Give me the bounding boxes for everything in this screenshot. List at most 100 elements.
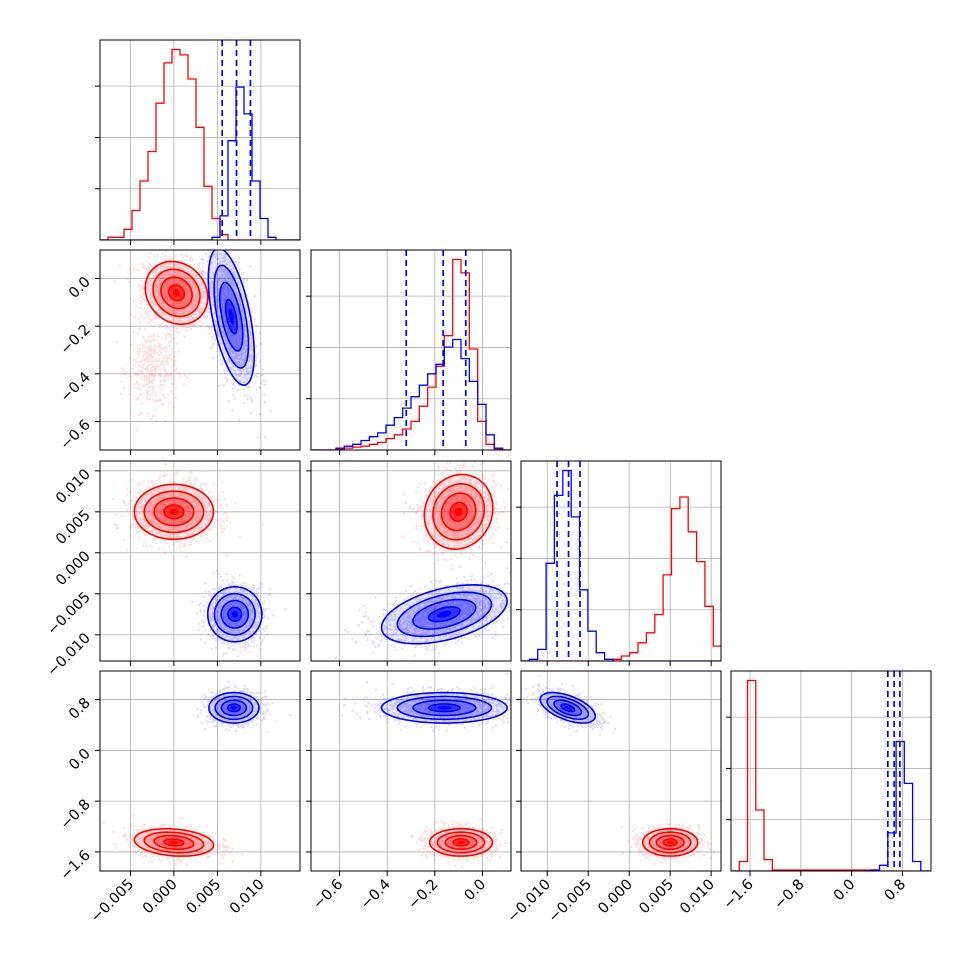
sample-point — [231, 648, 235, 651]
sample-point — [133, 315, 136, 318]
sample-point — [194, 516, 197, 520]
sample-point — [236, 315, 239, 318]
sample-point — [193, 298, 196, 301]
sample-point — [195, 293, 198, 296]
sample-point — [192, 518, 195, 522]
sample-point — [139, 302, 142, 305]
sample-point — [164, 335, 167, 338]
sample-point — [238, 642, 241, 645]
sample-point — [243, 358, 246, 361]
sample-point — [178, 375, 181, 378]
sample-point — [230, 298, 233, 301]
sample-point — [188, 507, 191, 510]
sample-point — [184, 288, 187, 291]
sample-point — [239, 370, 243, 373]
sample-point — [144, 311, 147, 314]
sample-point — [215, 510, 218, 513]
sample-point — [204, 641, 207, 644]
sample-point — [262, 596, 265, 599]
sample-point — [143, 359, 146, 362]
histogram-blue — [521, 469, 721, 661]
sample-point — [115, 527, 118, 530]
sample-point — [147, 510, 150, 514]
sample-point — [158, 299, 161, 302]
sample-point — [162, 495, 165, 498]
sample-point — [176, 540, 179, 544]
sample-point — [212, 344, 215, 347]
sample-point — [193, 482, 197, 485]
sample-point — [244, 307, 247, 310]
sample-point — [158, 307, 161, 311]
sample-point — [165, 283, 169, 286]
sample-point — [168, 344, 171, 347]
sample-point — [132, 363, 135, 366]
sample-point — [217, 315, 221, 318]
sample-point — [153, 366, 156, 369]
sample-point — [238, 574, 241, 577]
sample-point — [242, 324, 245, 327]
sample-point — [158, 499, 161, 502]
sample-point — [175, 281, 178, 284]
sample-point — [129, 268, 132, 271]
sample-point — [203, 290, 206, 293]
sample-point — [184, 302, 187, 305]
sample-point — [140, 371, 143, 374]
sample-point — [172, 501, 175, 504]
sample-point — [231, 256, 234, 260]
sample-point — [187, 298, 190, 301]
sample-point — [177, 273, 180, 276]
sample-point — [147, 283, 150, 286]
sample-point — [245, 377, 248, 380]
sample-point — [228, 361, 231, 364]
sample-point — [213, 483, 216, 486]
sample-point — [236, 310, 239, 313]
sample-point — [217, 384, 220, 387]
sample-point — [164, 276, 167, 279]
sample-point — [195, 516, 198, 519]
sample-point — [180, 274, 183, 277]
sample-point — [224, 279, 227, 282]
sample-point — [140, 506, 143, 509]
sample-point — [217, 317, 220, 320]
sample-point — [148, 321, 151, 324]
sample-point — [139, 482, 142, 485]
sample-point — [246, 367, 249, 370]
sample-point — [159, 494, 162, 497]
sample-point — [172, 302, 175, 305]
sample-point — [217, 330, 220, 334]
sample-point — [188, 306, 191, 309]
sample-point — [183, 518, 186, 521]
sample-point — [189, 481, 192, 484]
sample-point — [144, 368, 147, 371]
sample-point — [173, 311, 176, 314]
sample-point — [140, 412, 143, 415]
sample-point — [194, 312, 197, 315]
sample-point — [238, 298, 241, 301]
sample-point — [172, 501, 175, 504]
sample-point — [184, 287, 187, 290]
sample-point — [221, 298, 225, 301]
sample-point — [157, 291, 160, 294]
sample-point — [147, 356, 150, 359]
sample-point — [181, 528, 184, 532]
sample-point — [180, 501, 183, 504]
sample-point — [136, 505, 139, 508]
sample-point — [184, 525, 188, 528]
sample-point — [236, 354, 239, 357]
sample-point — [236, 307, 239, 310]
sample-point — [238, 368, 241, 371]
sample-point — [141, 366, 145, 369]
sample-point — [232, 343, 235, 346]
sample-point — [148, 512, 151, 516]
sample-point — [183, 275, 186, 278]
sample-point — [236, 389, 239, 392]
sample-point — [156, 266, 159, 269]
sample-point — [156, 525, 159, 528]
sample-point — [147, 347, 150, 350]
sample-point — [167, 535, 170, 538]
sample-point — [194, 303, 197, 307]
sample-point — [180, 284, 183, 287]
sample-point — [149, 352, 152, 355]
sample-point — [194, 476, 197, 480]
sample-point — [224, 256, 227, 259]
